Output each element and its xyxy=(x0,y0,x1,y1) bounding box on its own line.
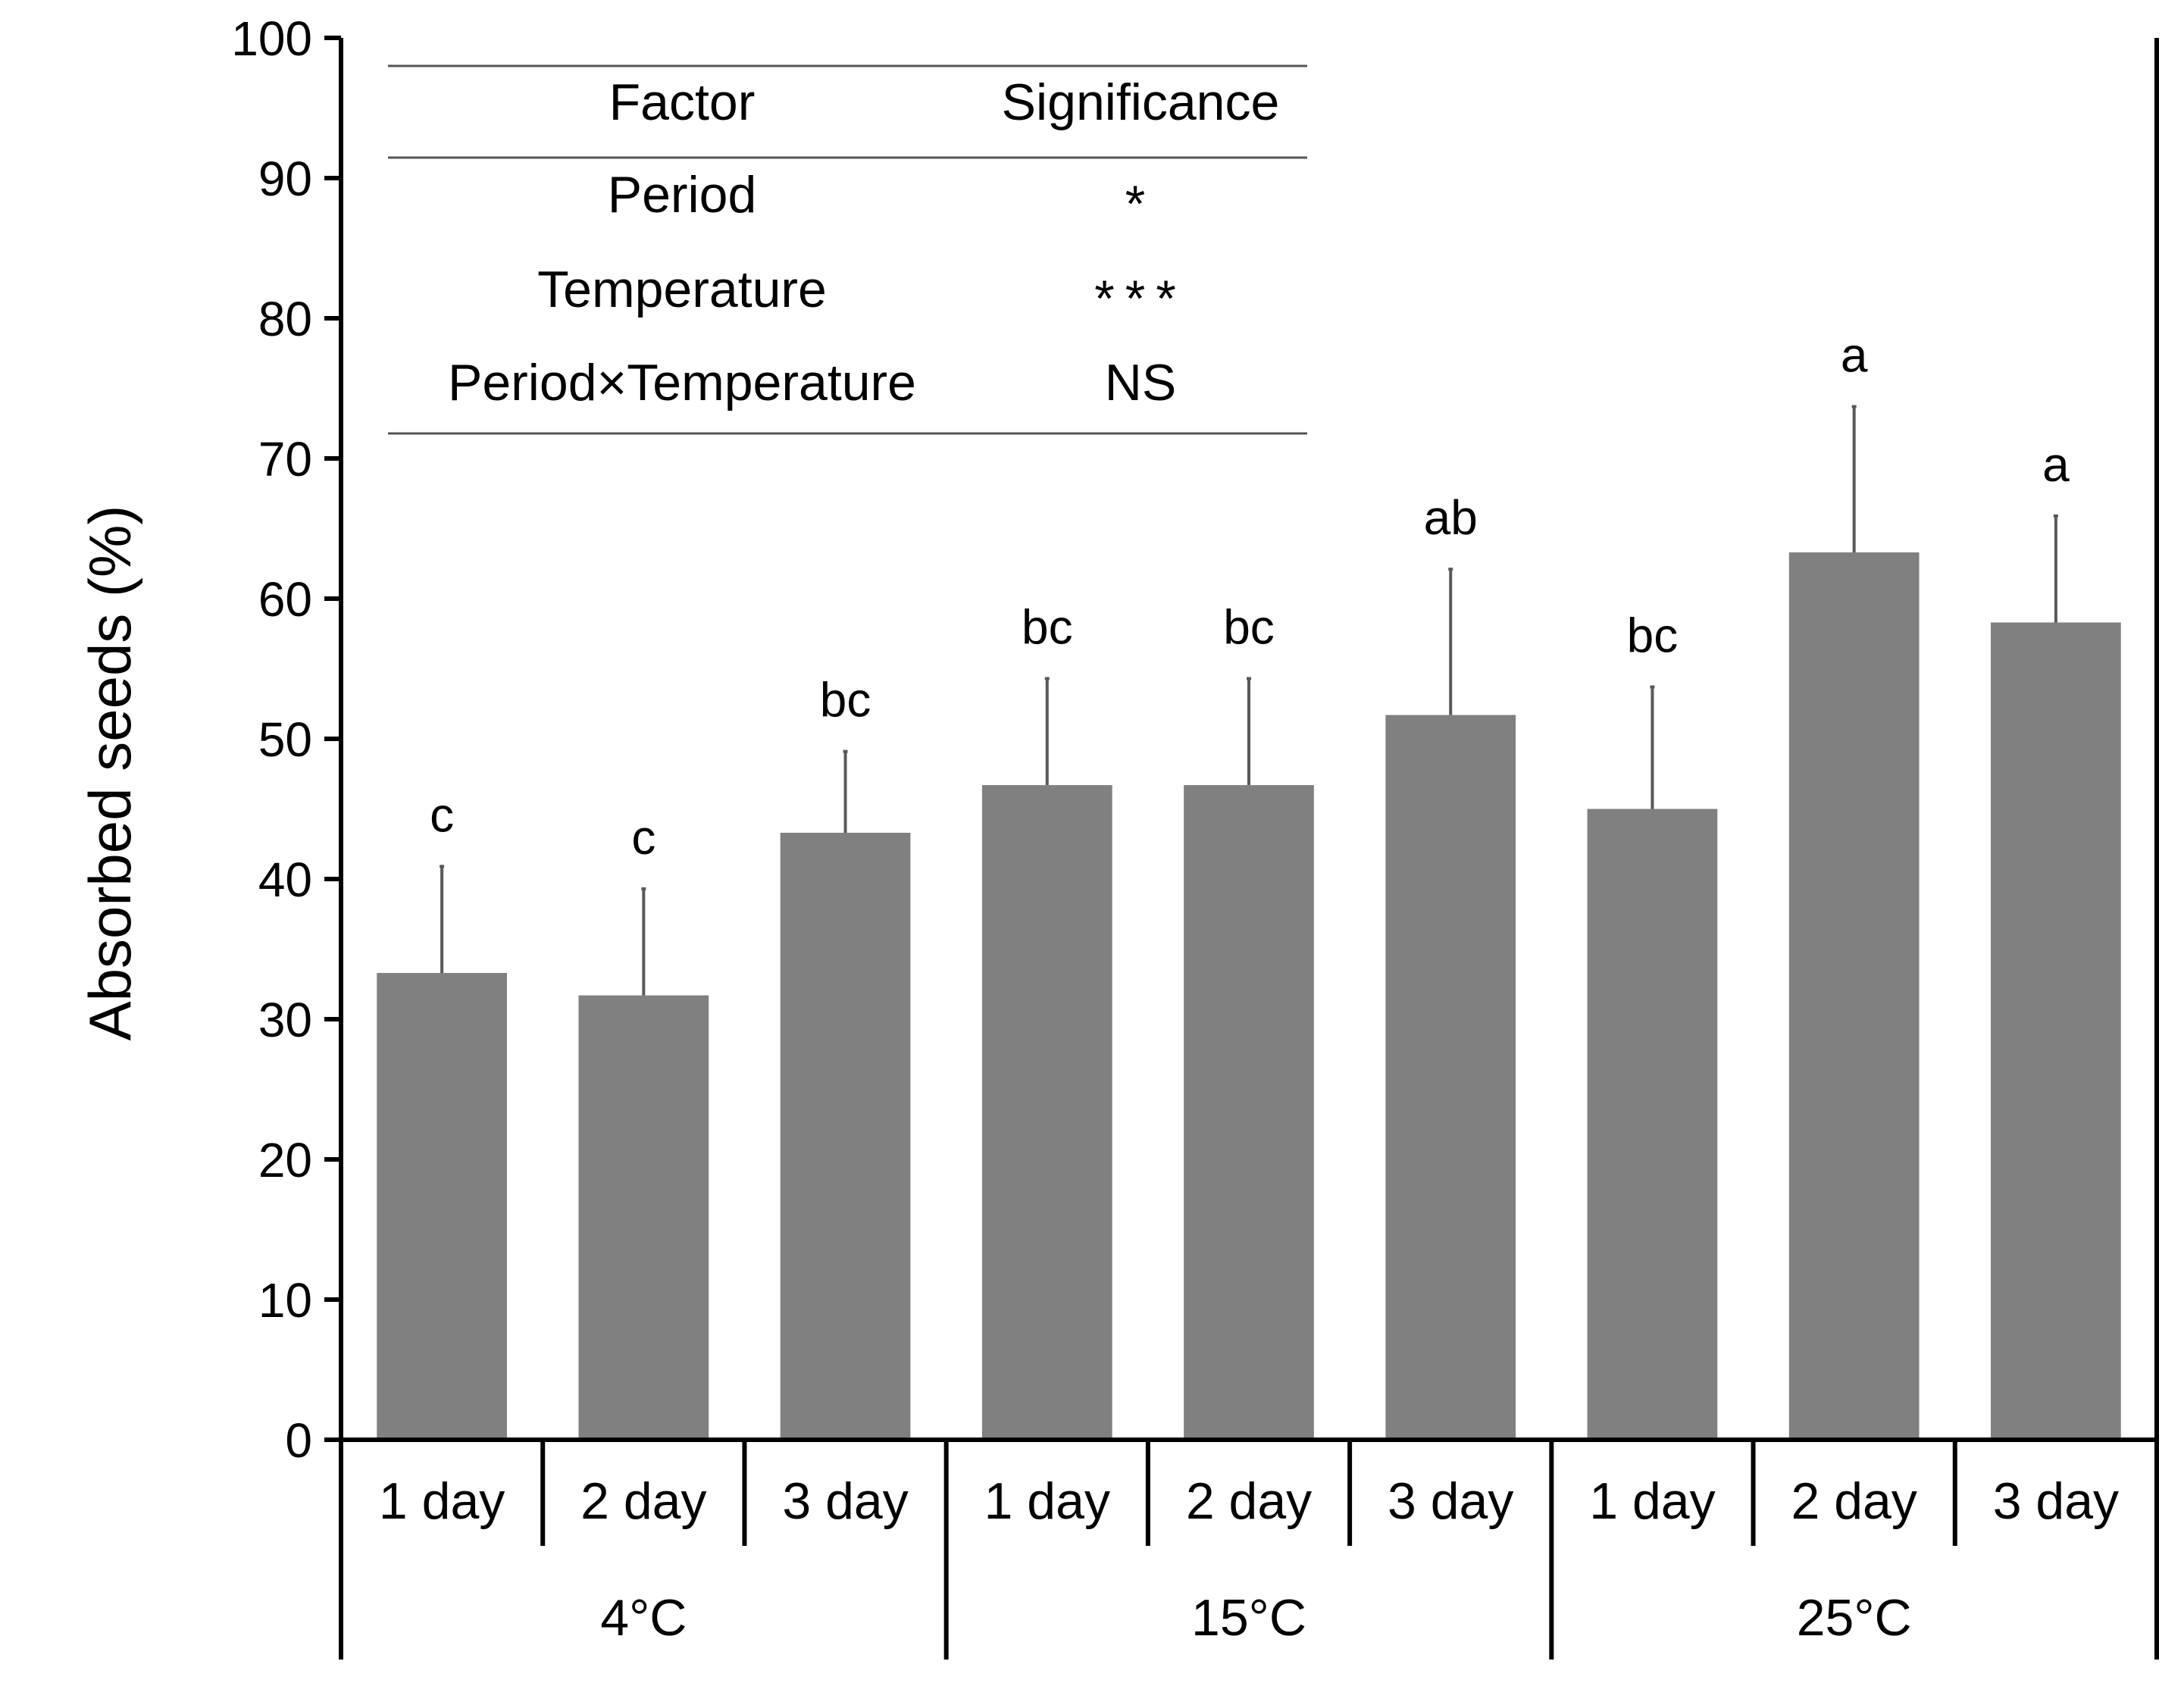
table-significance-2: *** xyxy=(1094,270,1186,327)
bar-8 xyxy=(1788,552,1920,1441)
significance-letter-3: bc xyxy=(820,673,871,727)
significance-letter-5: bc xyxy=(1223,599,1275,654)
table-factor-1: Period xyxy=(608,166,757,224)
y-tick-label-60: 60 xyxy=(258,572,312,627)
y-tick-label-100: 100 xyxy=(231,11,312,66)
table-significance-1: * xyxy=(1125,175,1156,233)
y-tick-label-10: 10 xyxy=(258,1273,312,1328)
x-category-label-1: 1 day xyxy=(379,1472,505,1530)
x-group-label-3: 25°C xyxy=(1797,1589,1912,1647)
x-category-label-9: 3 day xyxy=(1993,1472,2119,1530)
table-significance-3: NS xyxy=(1105,354,1176,411)
y-tick-label-40: 40 xyxy=(258,852,312,907)
x-group-label-2: 15°C xyxy=(1191,1589,1306,1647)
significance-letter-4: bc xyxy=(1022,599,1073,654)
bar-9 xyxy=(1991,622,2121,1441)
bar-4 xyxy=(981,785,1112,1440)
table-header-significance: Significance xyxy=(1002,74,1280,131)
significance-letter-9: a xyxy=(2042,437,2070,492)
y-tick-label-0: 0 xyxy=(285,1413,312,1468)
bar-3 xyxy=(780,832,911,1440)
significance-letter-7: bc xyxy=(1627,608,1679,663)
x-category-label-4: 1 day xyxy=(984,1472,1110,1530)
significance-letter-8: a xyxy=(1841,328,1868,383)
y-tick-label-50: 50 xyxy=(258,712,312,767)
table-header-factor: Factor xyxy=(609,74,756,131)
y-tick-label-30: 30 xyxy=(258,993,312,1047)
bar-5 xyxy=(1184,785,1314,1440)
significance-letter-1: c xyxy=(430,787,454,842)
bar-2 xyxy=(578,995,709,1440)
x-category-label-2: 2 day xyxy=(580,1472,706,1530)
x-category-label-3: 3 day xyxy=(782,1472,908,1530)
y-tick-label-80: 80 xyxy=(258,292,312,346)
y-tick-label-70: 70 xyxy=(258,432,312,486)
table-factor-3: Period×Temperature xyxy=(448,354,916,411)
y-axis-title: Absorbed seeds (%) xyxy=(77,505,143,1041)
y-tick-label-20: 20 xyxy=(258,1133,312,1187)
significance-letter-2: c xyxy=(631,810,656,865)
x-group-label-1: 4°C xyxy=(600,1589,687,1647)
bar-7 xyxy=(1587,809,1718,1440)
x-category-label-7: 1 day xyxy=(1589,1472,1715,1530)
x-category-label-5: 2 day xyxy=(1186,1472,1312,1530)
bar-6 xyxy=(1385,715,1516,1440)
significance-letter-6: ab xyxy=(1424,490,1478,545)
x-category-label-6: 3 day xyxy=(1388,1472,1513,1530)
bar-1 xyxy=(377,972,507,1440)
y-tick-label-90: 90 xyxy=(258,152,312,206)
table-factor-2: Temperature xyxy=(537,261,827,318)
x-category-label-8: 2 day xyxy=(1791,1472,1916,1530)
